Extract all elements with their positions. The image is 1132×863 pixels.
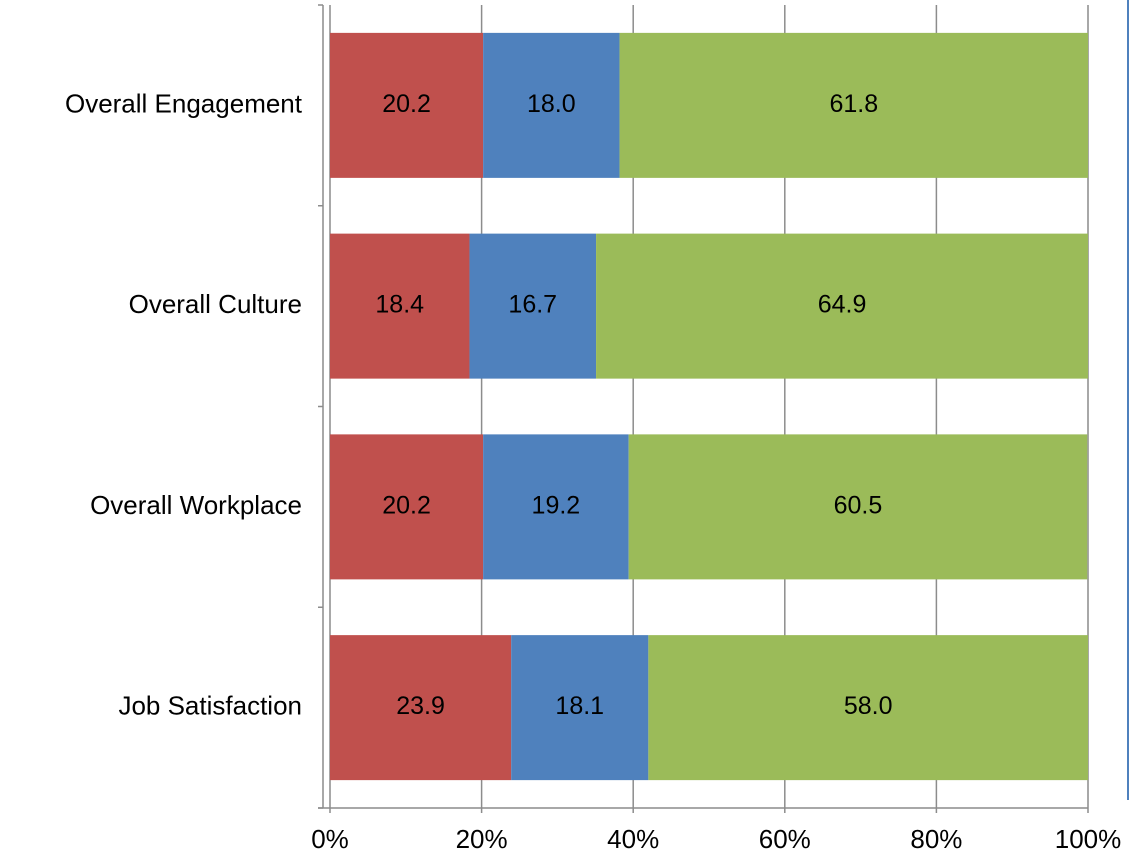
x-tick-label: 80%: [910, 824, 962, 854]
value-label: 18.1: [555, 692, 604, 720]
value-label: 60.5: [834, 491, 883, 519]
value-label: 20.2: [382, 90, 431, 118]
value-label: 64.9: [818, 291, 867, 319]
x-tick-label: 20%: [456, 824, 508, 854]
value-label: 19.2: [532, 491, 581, 519]
value-label: 23.9: [396, 692, 445, 720]
bar-segment: [330, 434, 484, 580]
bar-segment: [648, 635, 1088, 781]
value-label: 58.0: [844, 692, 893, 720]
y-tick-label: Overall Culture: [129, 289, 302, 319]
bar-segment: [469, 233, 597, 379]
value-label: 18.4: [375, 291, 424, 319]
value-label: 20.2: [382, 491, 431, 519]
bar-segment: [483, 32, 620, 178]
bar-segment: [330, 32, 484, 178]
bar-segment: [596, 233, 1088, 379]
x-tick-label: 40%: [607, 824, 659, 854]
y-tick-label: Overall Workplace: [90, 490, 302, 520]
bar-segment: [511, 635, 649, 781]
bar-segment: [619, 32, 1088, 178]
value-label: 18.0: [527, 90, 576, 118]
bar-segment: [330, 635, 512, 781]
bar-segment: [330, 233, 470, 379]
y-tick-label: Overall Engagement: [65, 88, 303, 118]
bar-segment: [628, 434, 1088, 580]
y-tick-label: Job Satisfaction: [118, 691, 302, 721]
x-tick-label: 0%: [311, 824, 349, 854]
x-tick-label: 100%: [1055, 824, 1122, 854]
x-tick-label: 60%: [759, 824, 811, 854]
bar-segment: [483, 434, 629, 580]
value-label: 61.8: [829, 90, 878, 118]
value-label: 16.7: [508, 291, 557, 319]
